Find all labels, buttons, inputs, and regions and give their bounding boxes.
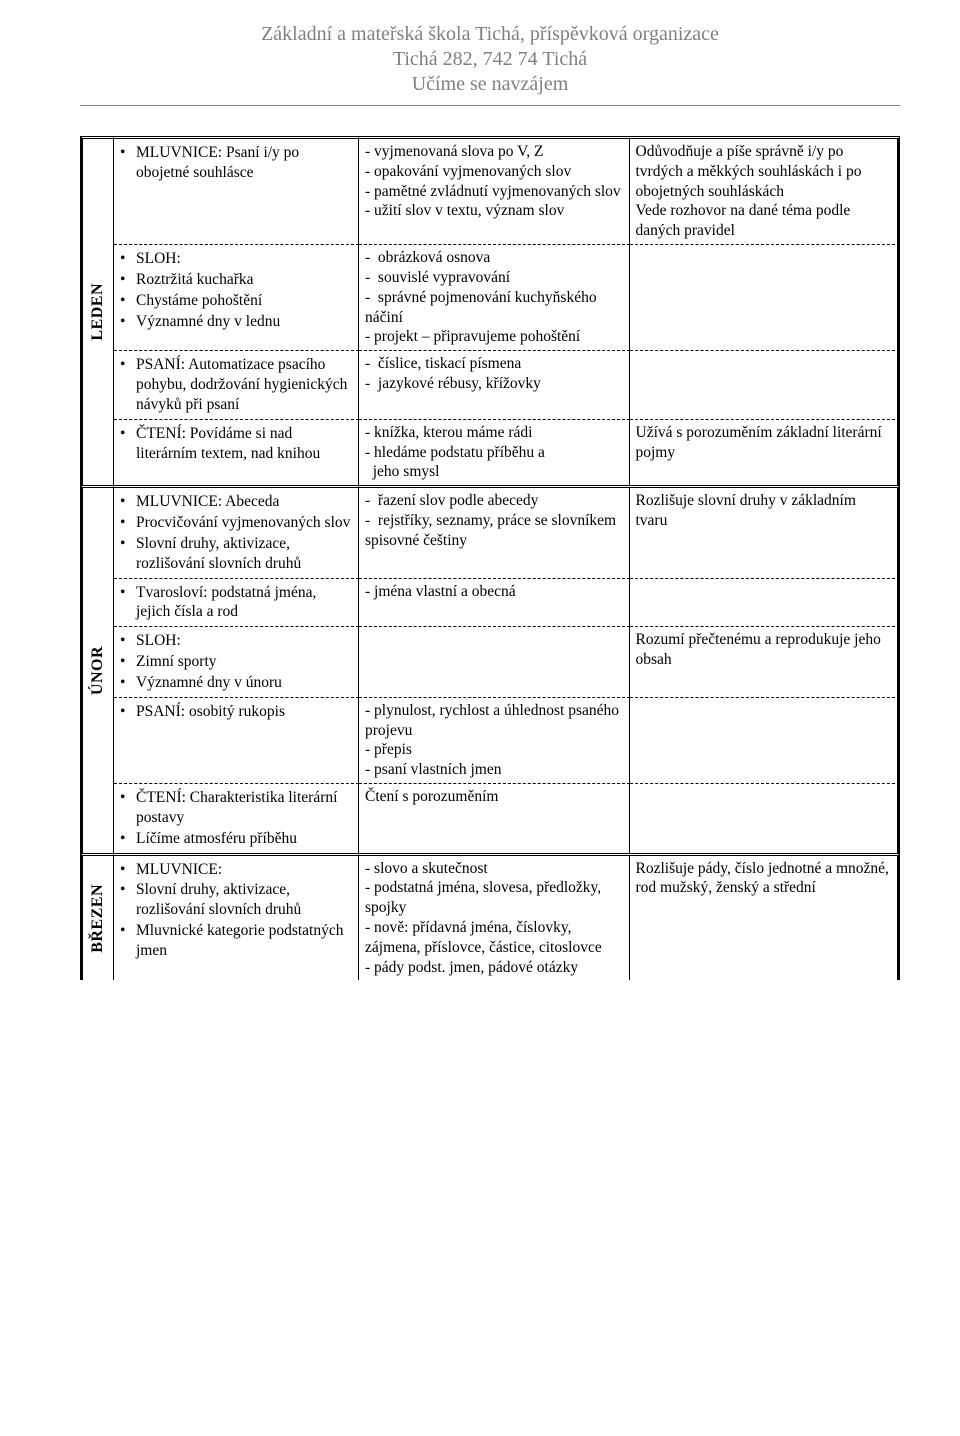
unor-r2-col1: SLOH: Zimní sporty Významné dny v únoru [114, 627, 359, 697]
unor-r0-col3: Rozlišuje slovní druhy v základním tvaru [630, 488, 901, 578]
month-cell-unor: ÚNOR [80, 488, 114, 855]
leden-r1-col3 [630, 245, 901, 351]
list-item: MLUVNICE: [120, 860, 352, 880]
cell-text: - jména vlastní a obecná [365, 582, 623, 602]
bullet-list: SLOH: Zimní sporty Významné dny v únoru [120, 631, 352, 692]
unor-r0-col2: - řazení slov podle abecedy - rejstříky,… [359, 488, 630, 578]
header-line-2: Tichá 282, 742 74 Tichá [80, 47, 900, 72]
month-label-leden: LEDEN [88, 283, 108, 341]
page: Základní a mateřská škola Tichá, příspěv… [0, 0, 960, 1020]
unor-r4-col2: Čtení s porozuměním [359, 784, 630, 855]
bullet-list: ČTENÍ: Charakteristika literární postavy… [120, 788, 352, 848]
month-cell-leden: LEDEN [80, 136, 114, 488]
leden-r3-col1: ČTENÍ: Povídáme si nad literárním textem… [114, 420, 359, 488]
page-header: Základní a mateřská škola Tichá, příspěv… [80, 22, 900, 97]
leden-r2-col1: PSANÍ: Automatizace psacího pohybu, dodr… [114, 351, 359, 419]
unor-r3-col3 [630, 698, 901, 784]
bullet-list: MLUVNICE: Psaní i/y po obojetné souhlásc… [120, 143, 352, 183]
list-item: Chystáme pohoštění [120, 291, 352, 311]
bullet-list: ČTENÍ: Povídáme si nad literárním textem… [120, 424, 352, 464]
unor-r3-col2: - plynulost, rychlost a úhlednost psanéh… [359, 698, 630, 784]
leden-r2-col3 [630, 351, 901, 419]
cell-text: Užívá s porozuměním základní literární p… [636, 423, 892, 463]
leden-r3-col2: - knížka, kterou máme rádi - hledáme pod… [359, 420, 630, 488]
unor-r3-col1: PSANÍ: osobitý rukopis [114, 698, 359, 784]
list-item: ČTENÍ: Charakteristika literární postavy [120, 788, 352, 828]
cell-text: - číslice, tiskací písmena - jazykové ré… [365, 354, 623, 394]
unor-r4-col1: ČTENÍ: Charakteristika literární postavy… [114, 784, 359, 855]
leden-r0-col2: - vyjmenovaná slova po V, Z - opakování … [359, 136, 630, 245]
curriculum-table: LEDEN MLUVNICE: Psaní i/y po obojetné so… [80, 136, 900, 980]
unor-r4-col3 [630, 784, 901, 855]
list-item: Roztržitá kuchařka [120, 270, 352, 290]
month-label-brezen: BŘEZEN [88, 884, 108, 953]
bullet-list: PSANÍ: Automatizace psacího pohybu, dodr… [120, 355, 352, 414]
unor-r2-col3: Rozumí přečtenému a reprodukuje jeho obs… [630, 627, 901, 697]
list-item: Zimní sporty [120, 652, 352, 672]
leden-r3-col3: Užívá s porozuměním základní literární p… [630, 420, 901, 488]
bullet-list: Tvarosloví: podstatná jména, jejich čísl… [120, 583, 352, 623]
leden-r1-col1: SLOH: Roztržitá kuchařka Chystáme pohošt… [114, 245, 359, 351]
list-item: SLOH: [120, 631, 352, 651]
cell-text: Čtení s porozuměním [365, 787, 623, 807]
list-item: Mluvnické kategorie podstatných jmen [120, 921, 352, 961]
unor-r2-col2 [359, 627, 630, 697]
list-item: PSANÍ: Automatizace psacího pohybu, dodr… [120, 355, 352, 414]
header-line-1: Základní a mateřská škola Tichá, příspěv… [80, 22, 900, 47]
list-item: Významné dny v únoru [120, 673, 352, 693]
list-item: Slovní druhy, aktivizace, rozlišování sl… [120, 880, 352, 920]
list-item: Procvičování vyjmenovaných slov [120, 513, 352, 533]
list-item: Tvarosloví: podstatná jména, jejich čísl… [120, 583, 352, 623]
unor-r1-col2: - jména vlastní a obecná [359, 579, 630, 628]
cell-text: Rozlišuje pády, číslo jednotné a množné,… [636, 859, 892, 899]
brezen-r0-col3: Rozlišuje pády, číslo jednotné a množné,… [630, 856, 901, 981]
month-label-unor: ÚNOR [88, 646, 108, 695]
leden-r1-col2: - obrázková osnova - souvislé vypravován… [359, 245, 630, 351]
bullet-list: MLUVNICE: Slovní druhy, aktivizace, rozl… [120, 860, 352, 961]
cell-text: - řazení slov podle abecedy - rejstříky,… [365, 491, 623, 550]
list-item: Líčíme atmosféru příběhu [120, 829, 352, 849]
unor-r1-col3 [630, 579, 901, 628]
bullet-list: PSANÍ: osobitý rukopis [120, 702, 352, 722]
bullet-list: SLOH: Roztržitá kuchařka Chystáme pohošt… [120, 249, 352, 331]
cell-text: Rozlišuje slovní druhy v základním tvaru [636, 491, 892, 531]
brezen-r0-col2: - slovo a skutečnost - podstatná jména, … [359, 856, 630, 981]
cell-text: - obrázková osnova - souvislé vypravován… [365, 248, 623, 347]
unor-r0-col1: MLUVNICE: Abeceda Procvičování vyjmenova… [114, 488, 359, 578]
list-item: MLUVNICE: Abeceda [120, 492, 352, 512]
list-item: ČTENÍ: Povídáme si nad literárním textem… [120, 424, 352, 464]
month-cell-brezen: BŘEZEN [80, 856, 114, 981]
list-item: MLUVNICE: Psaní i/y po obojetné souhlásc… [120, 143, 352, 183]
cell-text: - slovo a skutečnost - podstatná jména, … [365, 859, 623, 978]
leden-r0-col1: MLUVNICE: Psaní i/y po obojetné souhlásc… [114, 136, 359, 245]
cell-text: Odůvodňuje a píše správně i/y po tvrdých… [636, 142, 892, 241]
list-item: PSANÍ: osobitý rukopis [120, 702, 352, 722]
unor-r1-col1: Tvarosloví: podstatná jména, jejich čísl… [114, 579, 359, 628]
list-item: Slovní druhy, aktivizace, rozlišování sl… [120, 534, 352, 574]
leden-r2-col2: - číslice, tiskací písmena - jazykové ré… [359, 351, 630, 419]
bullet-list: MLUVNICE: Abeceda Procvičování vyjmenova… [120, 492, 352, 573]
cell-text: - vyjmenovaná slova po V, Z - opakování … [365, 142, 623, 221]
cell-text: - plynulost, rychlost a úhlednost psanéh… [365, 701, 623, 780]
header-line-3: Učíme se navzájem [80, 72, 900, 97]
list-item: Významné dny v lednu [120, 312, 352, 332]
cell-text: Rozumí přečtenému a reprodukuje jeho obs… [636, 630, 892, 670]
list-item: SLOH: [120, 249, 352, 269]
cell-text: - knížka, kterou máme rádi - hledáme pod… [365, 423, 623, 482]
brezen-r0-col1: MLUVNICE: Slovní druhy, aktivizace, rozl… [114, 856, 359, 981]
header-rule [80, 105, 900, 106]
leden-r0-col3: Odůvodňuje a píše správně i/y po tvrdých… [630, 136, 901, 245]
